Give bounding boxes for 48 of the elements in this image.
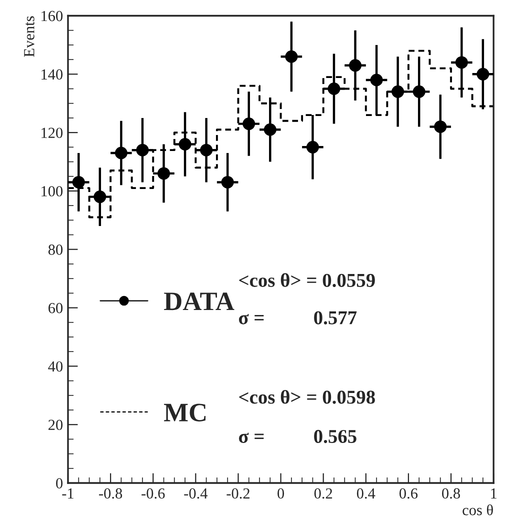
point: [349, 59, 362, 72]
point: [455, 56, 468, 69]
annotation: σ = 0.565: [238, 430, 356, 444]
y-tick-label: 60: [48, 302, 63, 314]
point: [370, 74, 383, 86]
point: [221, 176, 234, 188]
x-axis-title: cos θ: [462, 504, 493, 516]
point: [434, 120, 447, 133]
legend-label: MC: [164, 404, 206, 422]
x-tick-label: -0.4: [184, 488, 208, 499]
point: [476, 68, 490, 80]
point: [328, 82, 340, 96]
point: [178, 138, 192, 150]
point: [285, 50, 298, 63]
point: [264, 123, 276, 136]
y-tick-label: 80: [48, 244, 63, 255]
point: [306, 140, 319, 154]
point: [136, 144, 149, 156]
x-tick-label: -0.2: [226, 488, 250, 499]
point: [94, 190, 106, 204]
x-tick-label: -0.8: [99, 488, 122, 499]
x-tick-label: -1: [62, 488, 74, 498]
point: [72, 176, 85, 188]
x-tick-label: -0.6: [142, 488, 165, 499]
y-axis-title: Events: [24, 16, 34, 57]
y-tick-label: 20: [48, 420, 63, 430]
x-tick-label: 0.6: [399, 488, 418, 499]
y-tick-label: 120: [42, 128, 63, 138]
point: [412, 85, 426, 98]
y-tick-label: 160: [42, 10, 63, 22]
y-tick-label: 100: [42, 186, 63, 196]
point: [157, 167, 170, 180]
point: [114, 146, 128, 160]
y-tick-label: 140: [42, 69, 63, 80]
y-tick-label: 40: [48, 361, 63, 372]
x-tick-label: 1: [491, 488, 496, 498]
x-tick-label: 0: [278, 488, 284, 499]
point: [392, 85, 404, 98]
y-tick-label: 0: [56, 478, 63, 488]
x-tick-label: 0.2: [314, 488, 332, 499]
annotation: <cos θ> = 0.0598: [239, 390, 375, 404]
x-tick-label: 0.8: [442, 488, 460, 499]
legend-label: DATA: [164, 292, 234, 310]
x-tick-label: 0.4: [356, 488, 376, 499]
annotation: <cos θ> = 0.0559: [239, 273, 375, 288]
point: [200, 144, 213, 156]
annotation: σ = 0.577: [238, 311, 357, 324]
point: [242, 118, 256, 130]
